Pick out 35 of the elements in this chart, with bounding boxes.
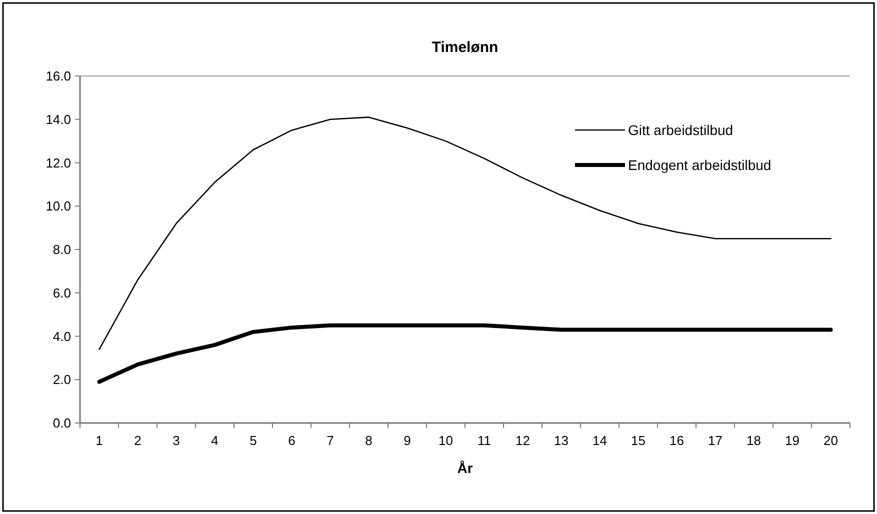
x-tick-label: 19 [785,433,800,448]
line-series [97,323,833,384]
x-tick-label: 17 [708,433,722,448]
x-tick-label: 1 [96,433,103,448]
x-tick-label: 7 [326,433,334,448]
x-tick-label: 18 [746,433,761,448]
x-tick-label: 11 [478,433,491,448]
chart-title: Timelønn [432,39,498,56]
y-tick-label: 14.0 [46,112,71,127]
y-tick-label: 0.0 [52,416,71,431]
x-tick-label: 3 [172,433,180,448]
legend-label: Endogent arbeidstilbud [628,156,772,173]
x-tick-label: 14 [592,433,607,448]
y-tick-label: 6.0 [52,285,71,300]
x-tick-label: 6 [288,433,296,448]
x-tick-label: 20 [824,433,838,448]
y-tick-label: 4.0 [52,328,71,344]
x-tick-label: 12 [516,433,530,448]
x-tick-label: 8 [365,433,372,448]
y-tick-label: 16.0 [46,68,71,84]
legend-label: Gitt arbeidstilbud [628,122,734,138]
x-tick-label: 5 [250,433,257,448]
y-tick-label: 12.0 [46,155,71,170]
x-tick-label: 10 [438,433,453,448]
x-axis-title: År [457,460,474,476]
x-tick-label: 2 [134,433,142,448]
line-series [98,116,832,350]
x-tick-label: 4 [211,433,218,448]
x-tick-label: 13 [554,433,568,448]
x-tick-label: 9 [404,433,411,448]
y-tick-label: 8.0 [52,242,71,258]
x-tick-label: 16 [670,433,684,448]
y-tick-label: 10.0 [46,198,71,214]
x-tick-label: 15 [631,433,646,448]
y-tick-label: 2.0 [52,372,71,388]
